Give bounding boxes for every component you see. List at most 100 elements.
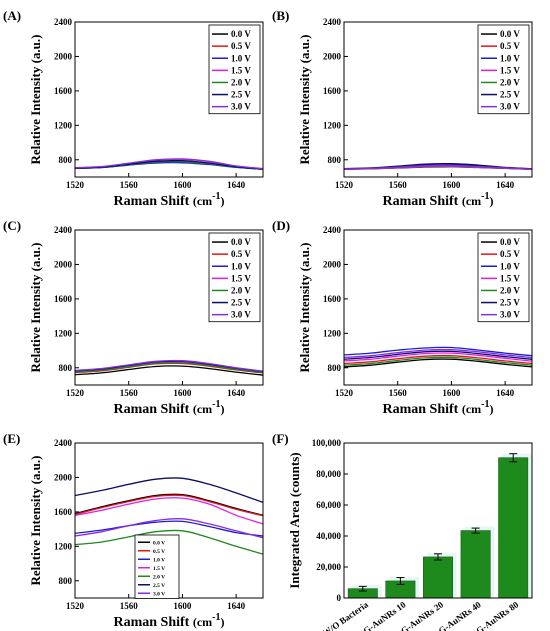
legend-entry-5: 2.5 V: [153, 583, 165, 589]
x-tick-label: 1640: [496, 180, 515, 190]
series-line-5: [343, 350, 533, 360]
panel-label: (F): [272, 431, 289, 446]
series-line-3: [343, 352, 533, 362]
y-tick-label: 800: [59, 363, 73, 373]
legend: 0.0 V 0.5 V 1.0 V 1.5 V 2.0 V 2.5 V 3.0 V: [477, 232, 530, 323]
y-axis-label: Relative Intensity (a.u.): [28, 456, 43, 586]
y-tick-label: 1600: [54, 507, 73, 517]
legend-entry-1: 0.5 V: [500, 41, 520, 51]
y-tick-label: 2400: [54, 17, 73, 27]
x-axis-label-superscript: -1: [481, 399, 489, 410]
legend: 0.0 V 0.5 V 1.0 V 1.5 V 2.0 V 2.5 V 3.0 V: [208, 232, 261, 323]
x-tick-label: 1560: [120, 180, 139, 190]
x-tick-label: 1600: [442, 180, 461, 190]
panel-label: (A): [3, 8, 21, 23]
x-axis-label: Raman Shift (cm-1): [113, 612, 224, 630]
x-axis-label-text: Raman Shift: [382, 194, 461, 209]
x-tick-label: 1520: [66, 388, 85, 398]
x-axis-label-text: Raman Shift: [113, 194, 192, 209]
legend: 0.0 V 0.5 V 1.0 V 1.5 V 2.0 V 2.5 V 3.0 V: [134, 534, 180, 599]
legend-entry-4: 2.0 V: [500, 285, 520, 295]
x-axis-label-close: ): [221, 615, 225, 629]
x-axis-label: Raman Shift (cm-1): [113, 191, 224, 209]
y-tick-label: 800: [59, 576, 73, 586]
series-line-4: [343, 356, 533, 366]
x-axis-label-text: Raman Shift: [113, 615, 192, 630]
series-line-2: [343, 346, 533, 357]
series-line-0: [74, 365, 264, 376]
legend-box: [208, 24, 261, 115]
y-tick-label: 1200: [54, 541, 73, 551]
y-tick-label: 1200: [54, 328, 73, 338]
plot-frame: [74, 21, 264, 178]
panel-4: (E) 800 1200 1600 2000 2400 1520 1560 1600 1640 Re…: [3, 431, 264, 630]
y-tick-label: 2400: [54, 225, 73, 235]
y-tick-label: 2400: [54, 438, 73, 448]
bar-4: [498, 457, 529, 599]
x-tick-label: 1520: [66, 601, 85, 611]
legend: 0.0 V 0.5 V 1.0 V 1.5 V 2.0 V 2.5 V 3.0 V: [208, 24, 261, 115]
panel-label: (B): [272, 8, 289, 23]
legend-entry-2: 1.0 V: [231, 261, 251, 271]
legend-entry-5: 2.5 V: [500, 90, 520, 100]
series-line-6: [343, 348, 533, 359]
y-tick-label: 2400: [323, 225, 342, 235]
y-tick-label: 800: [59, 155, 73, 165]
y-tick-label: 60,000: [316, 500, 341, 510]
x-tick-label: 1640: [227, 601, 246, 611]
x-tick-label: 1560: [120, 601, 139, 611]
legend-entry-0: 0.0 V: [231, 29, 251, 39]
x-axis-label: Raman Shift (cm-1): [382, 191, 493, 209]
y-tick-label: 800: [328, 155, 342, 165]
x-tick-label: 1520: [66, 180, 85, 190]
x-axis-label: Raman Shift (cm-1): [113, 399, 224, 417]
y-tick-label: 1600: [54, 294, 73, 304]
series-line-4: [74, 362, 264, 374]
legend-entry-1: 0.5 V: [231, 249, 251, 259]
legend-entry-2: 1.0 V: [500, 53, 520, 63]
bar-3: [460, 530, 491, 599]
legend-entry-6: 3.0 V: [231, 102, 251, 112]
panel-label: (E): [3, 431, 20, 446]
x-tick-label: 1560: [389, 388, 408, 398]
x-axis-label-unit: (cm: [462, 402, 481, 416]
x-axis-label-unit: (cm: [193, 194, 212, 208]
x-axis-label-unit: (cm: [193, 615, 212, 629]
series-line-0: [343, 358, 533, 368]
series-line-5: [74, 477, 264, 504]
y-tick-label: 40,000: [316, 531, 341, 541]
legend-entry-3: 1.5 V: [500, 65, 520, 75]
x-axis-label-superscript: -1: [481, 191, 489, 202]
legend-entry-0: 0.0 V: [153, 540, 165, 546]
panel-label: (C): [3, 218, 21, 233]
legend-entry-3: 1.5 V: [231, 65, 251, 75]
series-line-6: [74, 158, 264, 170]
y-tick-label: 1600: [323, 294, 342, 304]
legend-entry-6: 3.0 V: [500, 310, 520, 320]
y-tick-label: 2000: [323, 259, 342, 269]
series-line-6: [343, 164, 533, 170]
x-axis-label-unit: (cm: [193, 402, 212, 416]
x-tick-label: 1640: [227, 180, 246, 190]
x-tick-label: 1560: [389, 180, 408, 190]
x-axis-label-text: Raman Shift: [382, 402, 461, 417]
x-axis-label-unit: (cm: [462, 194, 481, 208]
legend-entry-1: 0.5 V: [231, 41, 251, 51]
y-axis-label: Integrated Area (counts): [287, 452, 302, 588]
series-line-6: [74, 518, 264, 539]
panel-1: (B) 800 1200 1600 2000 2400 1520 1560 1600 1640 Re…: [272, 8, 533, 209]
legend: 0.0 V 0.5 V 1.0 V 1.5 V 2.0 V 2.5 V 3.0 V: [477, 24, 530, 115]
y-tick-label: 2400: [323, 17, 342, 27]
y-tick-label: 100,000: [312, 438, 342, 448]
legend-entry-4: 2.0 V: [231, 285, 251, 295]
legend-entry-0: 0.0 V: [231, 237, 251, 247]
y-axis-label: Relative Intensity (a.u.): [28, 35, 43, 165]
legend-entry-3: 1.5 V: [231, 273, 251, 283]
legend-entry-4: 2.0 V: [153, 574, 165, 580]
legend-entry-5: 2.5 V: [231, 298, 251, 308]
y-tick-label: 1600: [323, 86, 342, 96]
x-tick-label: 1560: [120, 388, 139, 398]
x-axis-label-superscript: -1: [212, 191, 220, 202]
